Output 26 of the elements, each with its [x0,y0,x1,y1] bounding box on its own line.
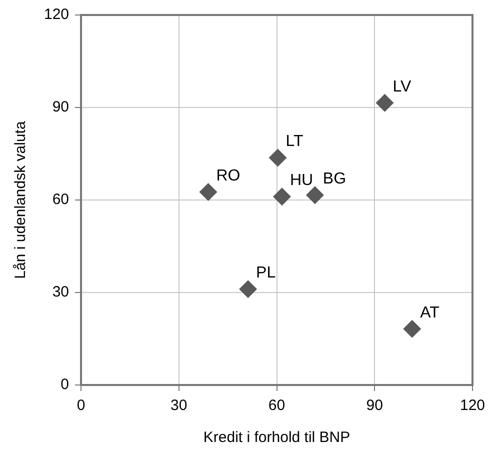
x-tick-label: 30 [170,397,188,414]
x-tick-label: 60 [268,397,286,414]
annotation: LV [392,78,412,96]
point [376,94,394,112]
point [272,188,291,206]
annotation: HU [290,172,314,190]
annotation: RO [216,167,240,184]
x-tick-label: 0 [76,397,86,414]
x-tick-label: 120 [460,397,485,414]
y-tick-label: 30 [52,284,70,301]
annotation: LT [286,133,304,150]
annotation: BG [322,170,346,188]
point [199,182,218,201]
point [239,280,258,298]
annotation: PL [256,264,276,282]
x-tick-label: 90 [366,397,383,414]
point [403,320,422,338]
annotation: AT [420,304,440,322]
y-tick-label: 120 [44,6,70,24]
y-axis-title: Lån i udenlandsk valuta [12,120,30,279]
y-tick-label: 0 [60,376,70,394]
y-tick-label: 60 [52,191,70,208]
x-axis-title: Kredit i forhold til BNP [203,429,350,446]
point [268,148,287,167]
point [306,186,324,204]
y-tick-label: 90 [52,98,70,116]
